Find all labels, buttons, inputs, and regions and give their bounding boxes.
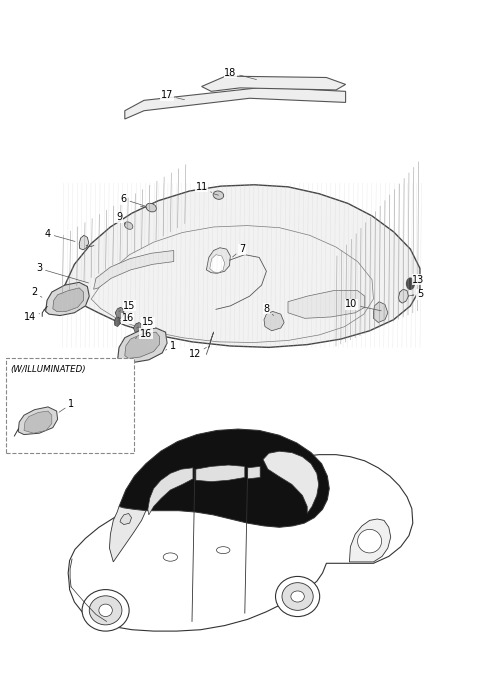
Ellipse shape [276,576,320,617]
Text: 2: 2 [31,287,42,298]
Ellipse shape [216,547,230,554]
Text: 15: 15 [119,301,136,311]
Text: (W/ILLUMINATED): (W/ILLUMINATED) [11,365,86,374]
Polygon shape [94,251,174,289]
Ellipse shape [82,590,129,631]
Polygon shape [196,465,245,482]
Polygon shape [109,507,146,562]
Ellipse shape [163,553,178,561]
Ellipse shape [358,529,382,553]
Text: 6: 6 [121,194,145,206]
Polygon shape [119,429,329,527]
Polygon shape [133,322,142,334]
Ellipse shape [146,203,156,212]
Polygon shape [373,302,388,322]
Polygon shape [125,332,159,358]
Polygon shape [118,328,167,363]
Polygon shape [206,248,230,273]
Polygon shape [248,466,260,479]
Text: 7: 7 [232,244,245,257]
Text: 12: 12 [189,347,206,359]
Polygon shape [349,519,391,562]
Text: 15: 15 [137,318,154,328]
Text: 11: 11 [195,182,212,192]
Text: 1: 1 [166,341,176,351]
Text: 18: 18 [224,68,256,80]
Polygon shape [125,87,346,119]
Polygon shape [288,291,365,318]
Circle shape [407,278,414,289]
Ellipse shape [89,596,122,625]
Polygon shape [132,334,139,343]
Ellipse shape [282,583,313,610]
Text: 4: 4 [45,229,75,242]
Polygon shape [18,407,58,435]
Polygon shape [120,513,132,525]
Text: 13: 13 [411,275,425,284]
Text: 17: 17 [161,91,184,100]
Text: 16: 16 [135,329,152,338]
Ellipse shape [99,604,112,617]
Text: 9: 9 [116,212,126,224]
Polygon shape [24,411,52,433]
Polygon shape [62,185,420,347]
Ellipse shape [213,191,224,199]
Polygon shape [79,235,89,250]
Bar [6,358,134,453]
Polygon shape [202,76,346,91]
Text: 5: 5 [412,289,423,299]
Ellipse shape [291,591,304,602]
Polygon shape [264,311,284,331]
Polygon shape [398,289,408,303]
Ellipse shape [124,222,133,229]
Polygon shape [263,451,319,513]
Polygon shape [210,255,225,273]
Polygon shape [53,288,84,311]
Polygon shape [46,282,89,316]
Text: 16: 16 [118,313,134,323]
Text: 10: 10 [345,300,381,311]
Text: 3: 3 [36,264,88,283]
Text: 14: 14 [24,312,40,322]
Polygon shape [114,317,120,327]
Text: 8: 8 [264,304,274,316]
Text: 1: 1 [59,399,74,412]
Polygon shape [115,307,124,318]
Polygon shape [148,468,193,515]
Polygon shape [68,455,413,631]
